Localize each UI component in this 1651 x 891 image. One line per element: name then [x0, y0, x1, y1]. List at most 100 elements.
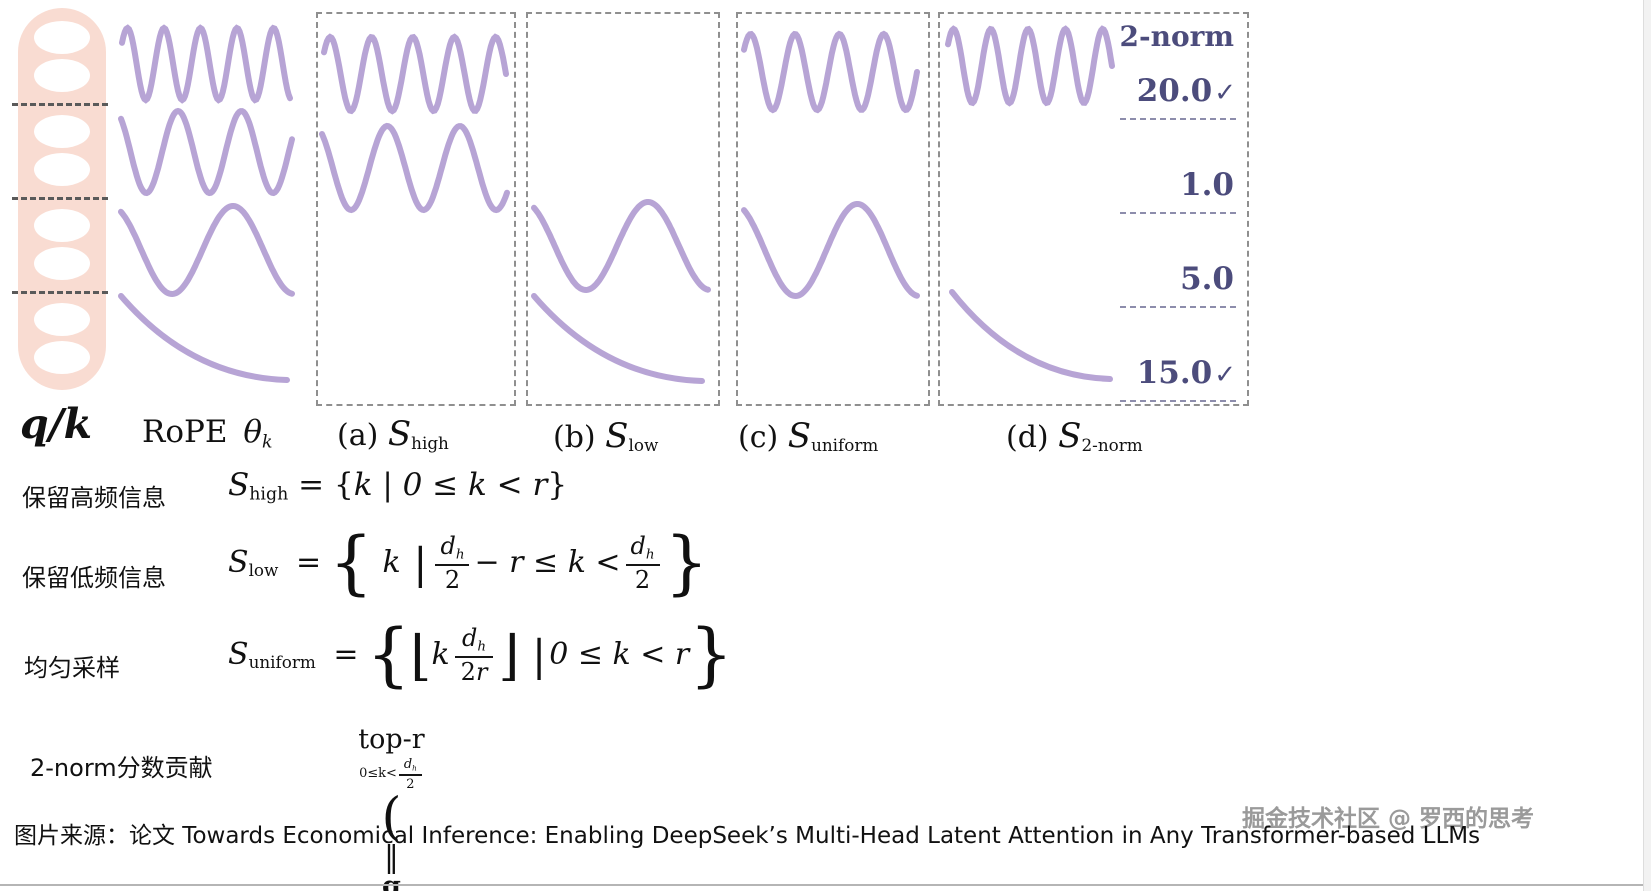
set-subscript: uniform [248, 651, 316, 672]
formula-label-2norm: 2-norm分数贡献 [30, 754, 213, 782]
norm-bar: ‖ [384, 839, 399, 875]
theta-subscript: k [262, 432, 273, 453]
norm-value: 15.0 [1136, 355, 1213, 391]
panel-prefix: (b) [553, 420, 596, 455]
vector-q: q [382, 870, 401, 891]
fraction-denominator: 2 [435, 564, 470, 593]
math-var: d [630, 532, 646, 560]
vector-cell [34, 341, 90, 374]
math-var: d [440, 532, 456, 560]
math-var: r [475, 658, 488, 687]
norm-value: 5.0 [1180, 261, 1234, 297]
math-token: 2 [460, 658, 476, 687]
panel-prefix: (a) [337, 418, 379, 453]
vector-cell [34, 21, 90, 54]
set-subscript: uniform [811, 435, 879, 456]
rope-theta-label: RoPE θk [142, 414, 273, 453]
vector-cell [34, 247, 90, 280]
fraction: dh 2r [454, 624, 494, 687]
floor-open: ⌊ [410, 624, 432, 688]
set-symbol: S [787, 416, 812, 456]
fraction: dh 2 [398, 758, 422, 792]
norm-value-row: 20.0✓ [1120, 72, 1236, 120]
formula-label-high: 保留高频信息 [22, 484, 166, 512]
set-symbol: S [228, 544, 249, 580]
norm-value-row: 5.0 [1120, 260, 1236, 308]
panel-prefix: (d) [1006, 420, 1049, 455]
fraction-numerator: dh [457, 624, 491, 656]
math-var: k [382, 544, 401, 580]
math-subscript: h [412, 763, 417, 773]
rope-wave-midhigh [118, 107, 295, 197]
qk-label-text: q/k [20, 400, 93, 448]
fraction-denominator: 2 [398, 773, 422, 792]
norm-value: 20.0 [1136, 73, 1213, 109]
set-subscript: low [248, 559, 279, 580]
brace-open: { [366, 615, 411, 696]
vector-cell [34, 115, 90, 148]
group-divider-line [12, 103, 108, 106]
set-bar: | [413, 538, 428, 588]
panel-s-low [526, 12, 720, 406]
vector-cell [34, 59, 90, 92]
paren-open: ( [381, 786, 402, 847]
brace-open: { [329, 523, 373, 604]
fraction: dh 2 [625, 532, 660, 594]
norm-table-header: 2-norm [1119, 20, 1234, 53]
math-body: k | 0 ≤ k < r [353, 467, 548, 503]
set-symbol: S [1058, 416, 1082, 456]
panel-label-a: (a) Shigh [337, 414, 449, 454]
panel-label-c: (c) Suniform [738, 416, 878, 456]
formula-s-low: Slow ={ k | dh 2− r ≤ k < dh 2} [228, 529, 708, 598]
math-subscript: h [455, 547, 465, 563]
math-token: = { [298, 467, 354, 503]
math-var: d [403, 757, 413, 772]
floor-close: ⌋ [498, 624, 520, 688]
panel-label-d: (d) S2-norm [1006, 416, 1143, 456]
brace-close: } [664, 523, 709, 604]
fraction-denominator: 2r [454, 656, 494, 687]
theta-symbol: θ [243, 414, 263, 450]
fraction-numerator: dh [399, 758, 422, 774]
vector-cell [34, 153, 90, 186]
math-token: = [333, 636, 359, 672]
limit-text: 0≤k< [359, 766, 397, 782]
set-subscript: high [249, 484, 289, 505]
group-divider-line [12, 291, 108, 294]
rope-wave-low [118, 203, 295, 298]
norm-value-row: 15.0✓ [1120, 354, 1236, 402]
math-subscript: h [645, 547, 655, 563]
fraction-numerator: dh [435, 532, 469, 564]
scrollbar[interactable] [1643, 0, 1651, 891]
image-source-caption: 图片来源：论文 Towards Economical Inference: En… [14, 823, 1481, 849]
brace-close: } [689, 615, 734, 696]
math-var: d [462, 624, 478, 652]
panel-label-b: (b) Slow [553, 416, 658, 456]
formula-s-2norm: S2-norm =top-r0≤k<dh2(‖q*[2k,2k+1]‖‖k*[2… [228, 726, 434, 891]
formula-s-uniform: Suniform = {⌊k dh 2r ⌋ | 0 ≤ k < r} [228, 621, 733, 690]
watermark: 掘金技术社区 @ 罗西的思考 [1242, 806, 1535, 832]
math-var: k [431, 636, 450, 672]
rope-text: RoPE [142, 414, 228, 450]
math-token: = [295, 544, 322, 580]
qk-label: q/k [20, 400, 92, 448]
panel-s-2norm [938, 12, 1249, 406]
rope-wave-decay [118, 293, 290, 383]
formula-label-low: 保留低频信息 [22, 564, 166, 592]
norm-value: 1.0 [1180, 167, 1234, 203]
set-symbol: S [228, 467, 250, 503]
set-symbol: S [387, 414, 412, 454]
set-symbol: S [228, 636, 249, 672]
panel-s-high [316, 12, 516, 406]
set-subscript: high [411, 433, 449, 454]
set-subscript: low [628, 435, 659, 456]
panel-s-uniform [736, 12, 930, 406]
panel-prefix: (c) [738, 420, 779, 455]
set-bar: | [532, 630, 547, 680]
operator-limit: 0≤k< dh 2 [359, 758, 424, 792]
set-subscript: 2-norm [1081, 435, 1143, 456]
norm-value-row: 1.0 [1120, 166, 1236, 214]
check-icon: ✓ [1214, 360, 1236, 390]
vector-cell [34, 209, 90, 242]
